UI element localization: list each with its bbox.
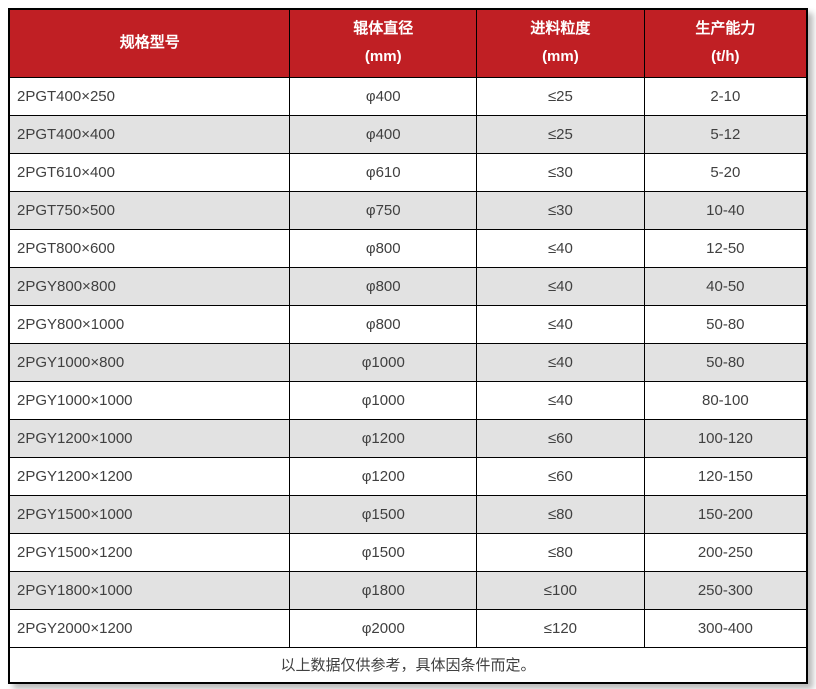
cell-roller-diameter: φ800 [289,304,478,344]
table-row: 2PGY1000×1000 φ1000 ≤40 80-100 [8,380,808,420]
cell-capacity: 12-50 [643,228,808,268]
table-body: 2PGT400×250 φ400 ≤25 2-10 2PGT400×400 φ400 ≤25… [8,76,808,648]
table-row: 2PGT800×600 φ800 ≤40 12-50 [8,228,808,268]
table-row: 2PGY800×800 φ800 ≤40 40-50 [8,266,808,306]
cell-roller-diameter: φ2000 [289,608,478,648]
cell-capacity: 80-100 [643,380,808,420]
cell-capacity: 2-10 [643,76,808,116]
cell-capacity: 50-80 [643,342,808,382]
cell-capacity: 5-12 [643,114,808,154]
cell-feed-size: ≤80 [476,532,645,572]
footer-row: 以上数据仅供参考，具体因条件而定。 [8,646,808,684]
cell-model: 2PGT400×250 [8,76,291,116]
cell-model: 2PGT800×600 [8,228,291,268]
cell-feed-size: ≤40 [476,228,645,268]
cell-model: 2PGY1200×1200 [8,456,291,496]
table-row: 2PGY1000×800 φ1000 ≤40 50-80 [8,342,808,382]
cell-feed-size: ≤40 [476,304,645,344]
cell-capacity: 40-50 [643,266,808,306]
header-line1: 规格型号 [119,34,180,51]
cell-roller-diameter: φ800 [289,266,478,306]
cell-capacity: 10-40 [643,190,808,230]
table-row: 2PGY800×1000 φ800 ≤40 50-80 [8,304,808,344]
cell-roller-diameter: φ1000 [289,380,478,420]
table-row: 2PGT610×400 φ610 ≤30 5-20 [8,152,808,192]
cell-capacity: 200-250 [643,532,808,572]
header-line1: 辊体直径 [353,19,414,37]
table-row: 2PGY1800×1000 φ1800 ≤100 250-300 [8,570,808,610]
cell-roller-diameter: φ1800 [289,570,478,610]
cell-model: 2PGT610×400 [8,152,291,192]
cell-model: 2PGY1500×1000 [8,494,291,534]
cell-model: 2PGY1200×1000 [8,418,291,458]
cell-feed-size: ≤30 [476,190,645,230]
cell-model: 2PGY1000×1000 [8,380,291,420]
header-line2: (t/h) [711,48,740,66]
cell-capacity: 120-150 [643,456,808,496]
header-line2: (mm) [542,48,579,66]
cell-feed-size: ≤60 [476,456,645,496]
header-row: 规格型号 辊体直径 (mm) 进料粒度 (mm) 生产能力 (t/h) [8,8,808,78]
table-row: 2PGT400×250 φ400 ≤25 2-10 [8,76,808,116]
table-row: 2PGY2000×1200 φ2000 ≤120 300-400 [8,608,808,648]
header-line1: 生产能力 [695,19,756,37]
column-header-roller-diameter: 辊体直径 (mm) [289,8,478,78]
table-row: 2PGY1500×1200 φ1500 ≤80 200-250 [8,532,808,572]
cell-roller-diameter: φ1500 [289,532,478,572]
cell-capacity: 150-200 [643,494,808,534]
cell-capacity: 5-20 [643,152,808,192]
table-row: 2PGY1200×1000 φ1200 ≤60 100-120 [8,418,808,458]
cell-capacity: 100-120 [643,418,808,458]
cell-roller-diameter: φ1000 [289,342,478,382]
footer-note: 以上数据仅供参考，具体因条件而定。 [8,646,808,684]
cell-feed-size: ≤40 [476,266,645,306]
cell-roller-diameter: φ750 [289,190,478,230]
table-row: 2PGY1500×1000 φ1500 ≤80 150-200 [8,494,808,534]
cell-roller-diameter: φ1200 [289,456,478,496]
cell-feed-size: ≤40 [476,380,645,420]
cell-roller-diameter: φ400 [289,114,478,154]
cell-roller-diameter: φ1500 [289,494,478,534]
cell-roller-diameter: φ610 [289,152,478,192]
cell-model: 2PGY800×1000 [8,304,291,344]
table-header: 规格型号 辊体直径 (mm) 进料粒度 (mm) 生产能力 (t/h) [8,8,808,78]
cell-capacity: 50-80 [643,304,808,344]
cell-feed-size: ≤25 [476,114,645,154]
cell-feed-size: ≤30 [476,152,645,192]
cell-model: 2PGY1500×1200 [8,532,291,572]
cell-feed-size: ≤120 [476,608,645,648]
table-row: 2PGT400×400 φ400 ≤25 5-12 [8,114,808,154]
cell-feed-size: ≤60 [476,418,645,458]
cell-roller-diameter: φ400 [289,76,478,116]
cell-model: 2PGT750×500 [8,190,291,230]
header-line1: 进料粒度 [530,19,591,37]
cell-model: 2PGY800×800 [8,266,291,306]
cell-feed-size: ≤80 [476,494,645,534]
table-footer: 以上数据仅供参考，具体因条件而定。 [8,646,808,684]
header-line2: (mm) [364,48,402,66]
column-header-model: 规格型号 [8,8,291,78]
column-header-capacity: 生产能力 (t/h) [643,8,808,78]
cell-roller-diameter: φ1200 [289,418,478,458]
cell-capacity: 250-300 [643,570,808,610]
cell-roller-diameter: φ800 [289,228,478,268]
cell-feed-size: ≤100 [476,570,645,610]
cell-model: 2PGY1800×1000 [8,570,291,610]
cell-model: 2PGY2000×1200 [8,608,291,648]
cell-capacity: 300-400 [643,608,808,648]
table-row: 2PGT750×500 φ750 ≤30 10-40 [8,190,808,230]
spec-table: 规格型号 辊体直径 (mm) 进料粒度 (mm) 生产能力 (t/h) 2PGT400×25… [8,8,808,684]
cell-feed-size: ≤40 [476,342,645,382]
cell-model: 2PGY1000×800 [8,342,291,382]
cell-model: 2PGT400×400 [8,114,291,154]
cell-feed-size: ≤25 [476,76,645,116]
column-header-feed-size: 进料粒度 (mm) [476,8,645,78]
table-row: 2PGY1200×1200 φ1200 ≤60 120-150 [8,456,808,496]
